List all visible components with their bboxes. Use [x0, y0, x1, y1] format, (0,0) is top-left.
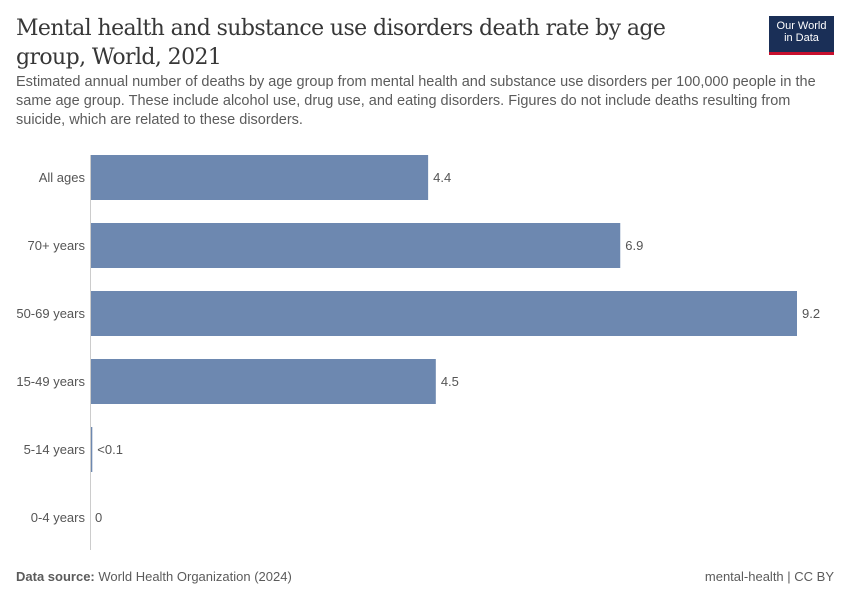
owid-logo[interactable]: Our World in Data [769, 16, 834, 55]
logo-line-2: in Data [784, 32, 819, 44]
data-label: 0 [95, 510, 102, 525]
bar [90, 427, 93, 472]
category-label: 15-49 years [16, 374, 85, 389]
chart-title: Mental health and substance use disorder… [16, 16, 666, 70]
category-label: 0-4 years [31, 510, 86, 525]
category-label: 70+ years [28, 238, 86, 253]
bar [90, 155, 429, 200]
bar [90, 291, 797, 336]
data-source-value[interactable]: World Health Organization (2024) [98, 569, 292, 584]
data-source: Data source: World Health Organization (… [16, 569, 292, 584]
category-label: 50-69 years [16, 306, 85, 321]
data-label: 4.4 [433, 170, 451, 185]
data-source-label: Data source: [16, 569, 95, 584]
category-label: 5-14 years [24, 442, 86, 457]
category-label: All ages [39, 170, 86, 185]
data-label: 6.9 [625, 238, 643, 253]
data-label: <0.1 [97, 442, 123, 457]
license[interactable]: mental-health | CC BY [704, 569, 834, 584]
data-label: 9.2 [802, 306, 820, 321]
logo-line-1: Our World [776, 20, 827, 32]
chart-subtitle: Estimated annual number of deaths by age… [16, 74, 816, 128]
data-label: 4.5 [441, 374, 459, 389]
bar-chart: All ages 4.4 70+ years 6.9 50-69 years 9.2 15-… [16, 155, 820, 550]
bar [90, 359, 436, 404]
bar [90, 223, 621, 268]
